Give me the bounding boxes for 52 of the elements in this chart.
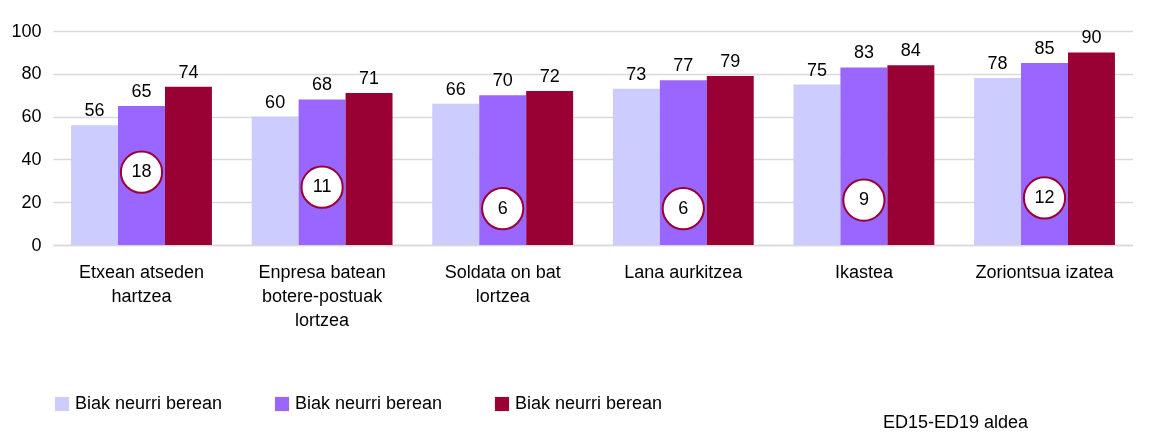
bar <box>706 75 754 245</box>
data-label: 66 <box>445 78 466 99</box>
data-label: 79 <box>720 50 741 71</box>
legend-label: Biak neurri berean <box>515 393 663 413</box>
data-label: 83 <box>853 42 874 63</box>
bar <box>612 88 660 245</box>
text: ED15-ED19 aldea <box>883 412 1030 432</box>
data-label: 84 <box>900 40 921 61</box>
x-tick-label: Enpresa batean botere-postuak lortzea <box>258 261 386 330</box>
x-tick-label: Etxean atseden hartzea <box>78 261 205 306</box>
data-label: 71 <box>359 68 380 89</box>
data-label: 68 <box>312 74 333 95</box>
y-tick-label: 0 <box>31 234 42 255</box>
bar <box>71 125 119 245</box>
annotation: 12 <box>1034 186 1055 207</box>
data-label: 90 <box>1081 27 1102 48</box>
y-tick-label: 60 <box>21 106 42 127</box>
x-tick-label: Soldata on bat lortzea <box>444 261 561 306</box>
data-label: 65 <box>131 80 152 101</box>
y-tick-label: 100 <box>11 20 42 41</box>
bar <box>251 116 299 245</box>
x-tick-label: Lana aurkitzea <box>624 261 744 282</box>
legend-label: Biak neurri berean <box>295 393 443 413</box>
data-label: 78 <box>987 53 1008 74</box>
y-tick-label: 20 <box>21 191 42 212</box>
data-label: 60 <box>265 91 286 112</box>
bar <box>793 84 841 245</box>
data-label: 73 <box>626 63 647 84</box>
legend-label: Biak neurri berean <box>75 393 223 413</box>
x-tick-label: Zoriontsua izatea <box>975 261 1115 282</box>
bar <box>164 86 212 245</box>
bar <box>526 90 574 245</box>
annotation: 6 <box>678 197 689 218</box>
data-label: 72 <box>539 65 560 86</box>
data-label: 75 <box>806 59 827 80</box>
data-label: 77 <box>673 55 694 76</box>
data-label: 56 <box>84 100 105 121</box>
bar <box>887 65 935 245</box>
y-tick-label: 80 <box>21 63 42 84</box>
bar <box>432 103 480 245</box>
x-tick-label: Ikastea <box>834 261 894 282</box>
annotation: 9 <box>858 189 869 210</box>
bar <box>974 78 1022 245</box>
bar <box>1067 52 1115 245</box>
y-tick-label: 40 <box>21 148 42 169</box>
annotation: 18 <box>131 161 152 182</box>
data-label: 85 <box>1034 38 1055 59</box>
data-label: 70 <box>492 70 513 91</box>
bar <box>345 93 393 245</box>
annotation: 6 <box>497 197 508 218</box>
annotation: 11 <box>312 176 332 197</box>
data-label: 74 <box>178 61 199 82</box>
